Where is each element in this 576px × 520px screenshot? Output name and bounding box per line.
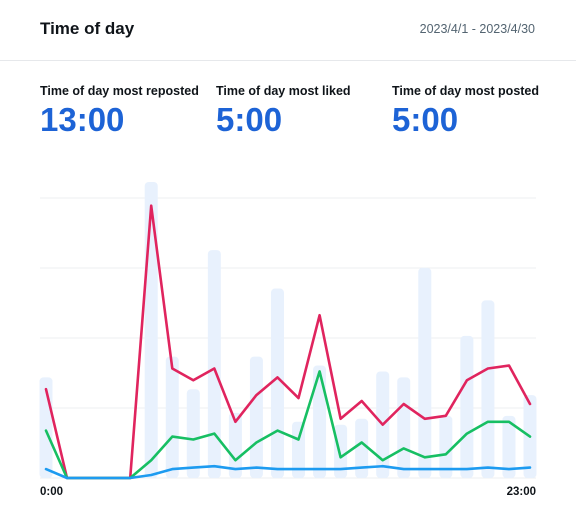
- activity-bar: [228, 412, 242, 478]
- series-line-posted: [44, 464, 532, 480]
- activity-bar: [144, 182, 158, 478]
- activity-bar: [355, 418, 369, 478]
- activity-bar: [186, 389, 200, 478]
- activity-bar: [481, 300, 495, 478]
- activity-bar: [249, 356, 263, 478]
- activity-bar: [397, 377, 411, 478]
- card-header: Time of day 2023/4/1 - 2023/4/30: [0, 0, 576, 61]
- activity-bar: [439, 415, 453, 478]
- stat-most-posted: Time of day most posted 5:00: [392, 84, 562, 138]
- activity-bar: [207, 250, 221, 478]
- stat-value: 5:00: [216, 101, 283, 138]
- stat-most-reposted: Time of day most reposted 13:00: [40, 84, 210, 138]
- activity-bar: [460, 335, 474, 478]
- date-range[interactable]: 2023/4/1 - 2023/4/30: [419, 22, 535, 36]
- x-tick-label: 0:00: [40, 486, 63, 498]
- stat-most-liked: Time of day most liked 5:00: [216, 84, 386, 138]
- card-title: Time of day: [40, 19, 135, 38]
- activity-bar: [165, 356, 179, 478]
- activity-bar: [502, 415, 516, 478]
- stat-value: 13:00: [40, 101, 125, 138]
- activity-bar: [313, 365, 327, 478]
- stat-label: Time of day most posted: [392, 84, 540, 98]
- stat-label: Time of day most reposted: [40, 84, 199, 98]
- stat-label: Time of day most liked: [216, 84, 351, 98]
- activity-bar: [292, 421, 306, 478]
- stat-value: 5:00: [392, 101, 459, 138]
- x-tick-label: 23:00: [507, 486, 536, 498]
- activity-bar: [418, 267, 432, 478]
- activity-bar: [334, 424, 348, 478]
- series-line-reposted: [44, 204, 532, 480]
- time-of-day-chart: 0:00 23:00: [39, 182, 537, 498]
